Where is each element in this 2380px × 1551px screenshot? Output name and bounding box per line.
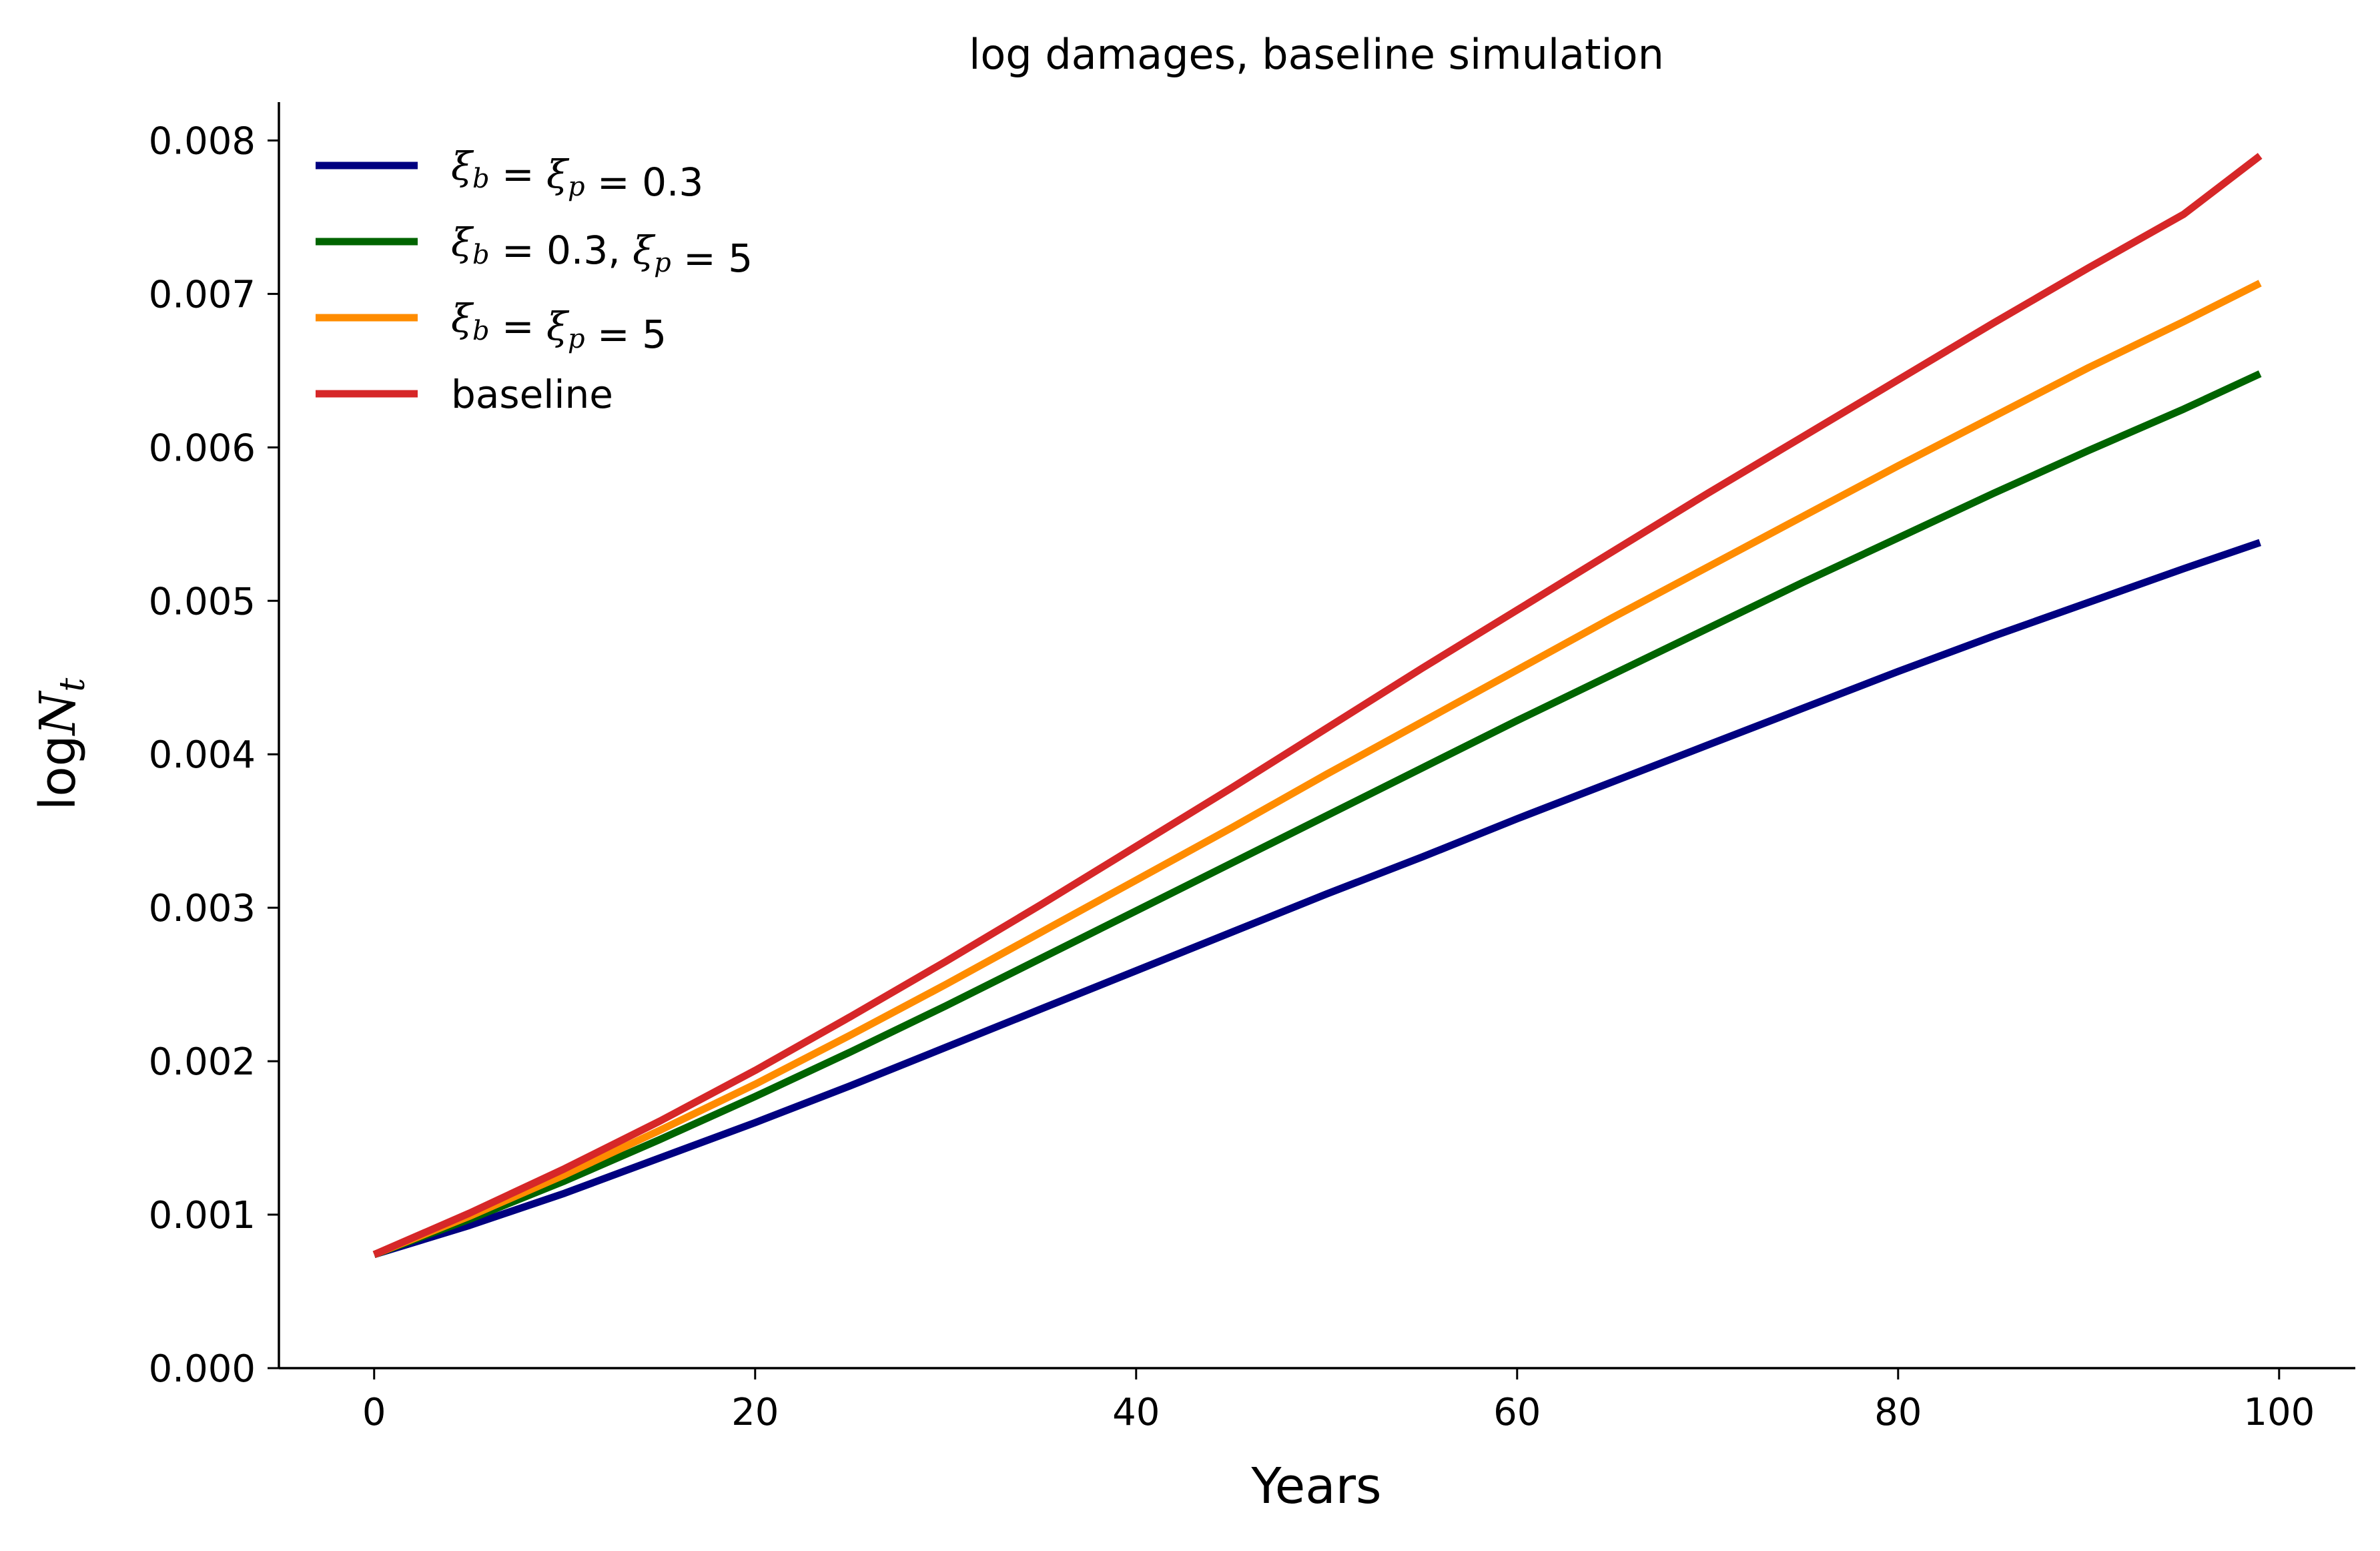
x-tick-label: 100	[2243, 1391, 2315, 1434]
legend-item: ξb = 0.3, ξp = 5	[316, 220, 753, 281]
chart-title: log damages, baseline simulation	[969, 30, 1664, 79]
svg-text:logNt: logNt	[29, 678, 93, 811]
y-tick-label: 0.008	[149, 119, 256, 163]
y-tick-label: 0.002	[149, 1040, 256, 1084]
legend: ξb = ξp = 0.3 ξb = 0.3, ξp = 5 ξb = ξp = 5…	[316, 143, 753, 417]
x-tick-label: 60	[1493, 1391, 1541, 1434]
series-line-1	[373, 539, 2261, 1259]
y-tick-label: 0.003	[149, 887, 256, 930]
x-tick-label: 0	[362, 1391, 386, 1434]
axes: 0 20 40 60 80 100 0.0000.0010.0020.0030.0040.…	[149, 102, 2355, 1434]
legend-label: ξb = 0.3, ξp = 5	[451, 220, 753, 281]
legend-label: ξb = ξp = 0.3	[451, 143, 703, 205]
series-line-3	[372, 280, 2262, 1258]
y-axis-label: logNt	[29, 678, 93, 811]
y-tick-label: 0.000	[149, 1347, 256, 1391]
y-axis-label-var: N	[29, 690, 87, 736]
y-axis-label-log: log	[29, 735, 87, 810]
x-tick-label: 40	[1112, 1391, 1160, 1434]
y-tick-label: 0.007	[149, 273, 256, 316]
legend-label: ξb = ξp = 5	[451, 296, 667, 357]
x-axis-label: Years	[1250, 1458, 1381, 1515]
legend-label: baseline	[451, 372, 613, 417]
x-axis-ticks: 0 20 40 60 80 100	[362, 1368, 2315, 1434]
x-tick-label: 80	[1874, 1391, 1922, 1434]
y-axis-ticks: 0.000 0.001 0.002 0.003 0.004 0.005 0.006 0.007…	[149, 119, 279, 1391]
x-tick-label: 20	[731, 1391, 779, 1434]
series-line-4	[372, 153, 2263, 1258]
y-tick-label: 0.006	[149, 426, 256, 470]
legend-item: ξb = ξp = 0.3	[316, 143, 703, 205]
legend-item: ξb = ξp = 5	[316, 296, 667, 357]
y-tick-label: 0.001	[149, 1194, 256, 1237]
y-tick-label: 0.004	[149, 733, 256, 777]
series-line-2	[372, 370, 2262, 1258]
y-axis-label-sub: t	[53, 678, 93, 692]
legend-item: baseline	[316, 372, 613, 417]
y-tick-label: 0.005	[149, 580, 256, 623]
plot-area	[372, 153, 2263, 1259]
